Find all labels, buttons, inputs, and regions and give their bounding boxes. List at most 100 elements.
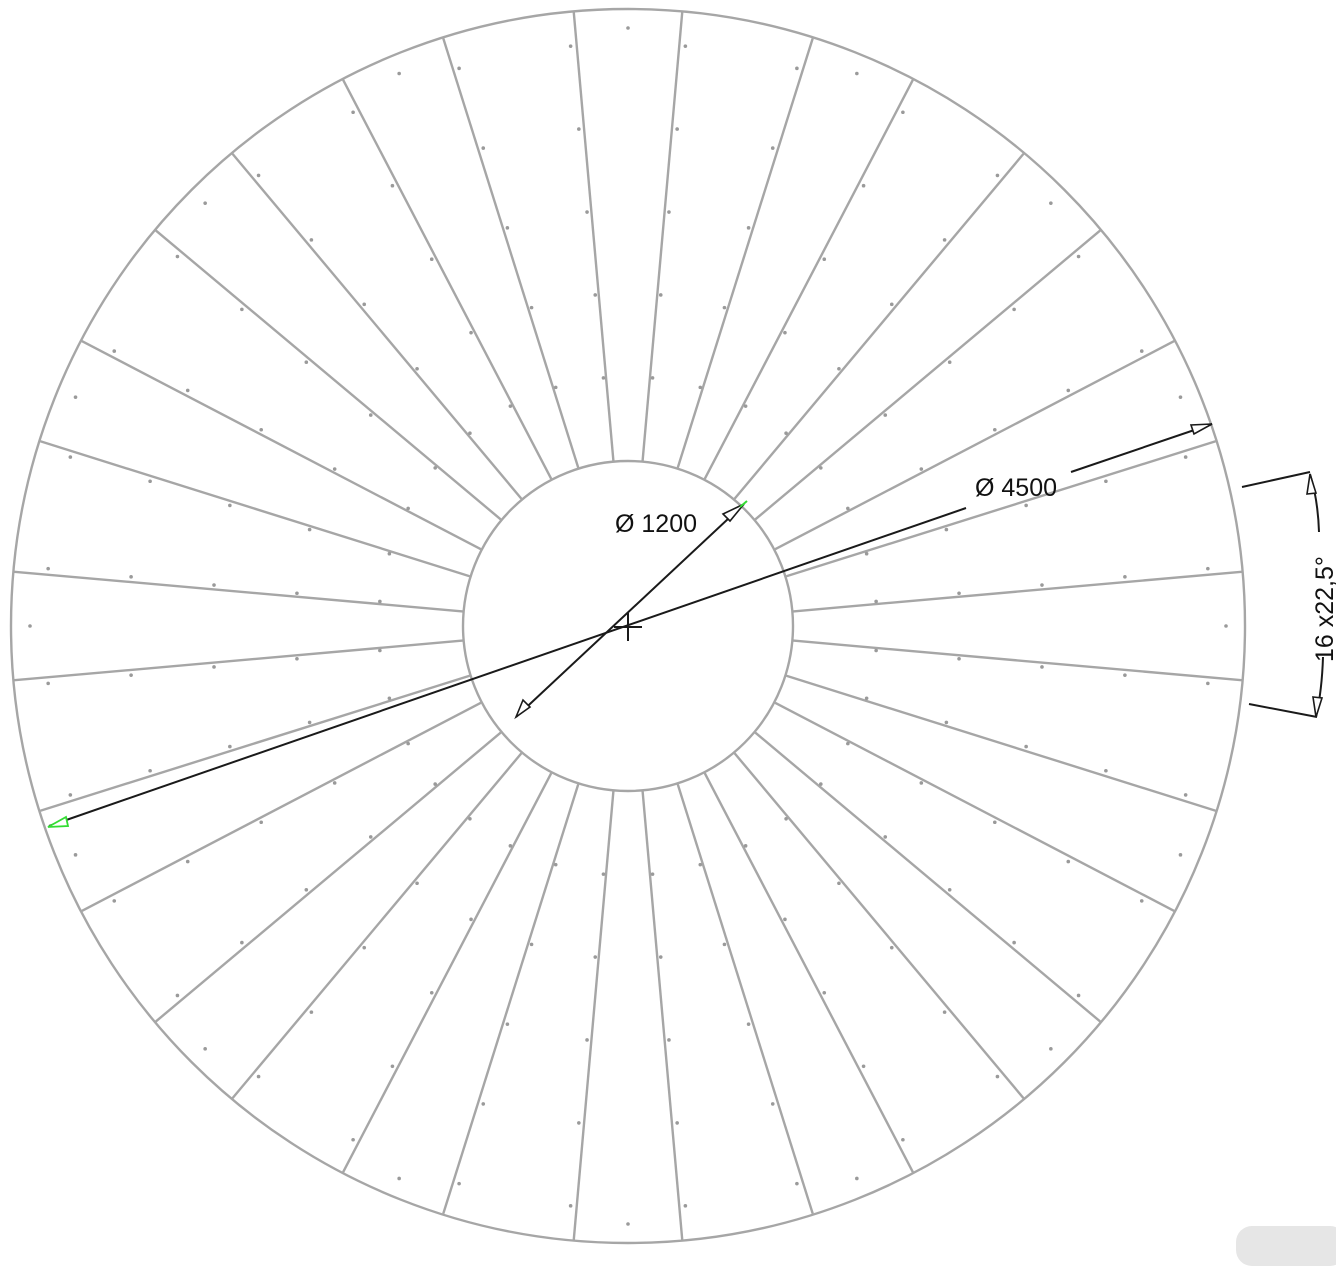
spoke-line[interactable] [676, 784, 814, 1215]
spoke-dot [529, 942, 534, 947]
spoke-line[interactable] [703, 772, 914, 1173]
spoke-dot [307, 527, 312, 532]
spoke-line[interactable] [733, 153, 1025, 500]
spoke-line[interactable] [14, 639, 463, 682]
spoke-dot [228, 744, 232, 749]
spoke-dot [585, 1038, 589, 1042]
angular-arrow-bottom[interactable] [1312, 696, 1324, 718]
spoke-dot [822, 990, 827, 995]
angular-arrow-top[interactable] [1306, 473, 1318, 495]
spoke-dot [683, 1204, 688, 1208]
spoke-dot [332, 467, 337, 471]
spoke-dot [457, 1181, 461, 1186]
spoke-line[interactable] [786, 674, 1217, 812]
outer-diameter-line-a[interactable] [48, 507, 967, 827]
spoke-line[interactable] [754, 731, 1101, 1023]
inner-diameter-selection-mark [739, 500, 748, 508]
spoke-dot [746, 226, 751, 230]
spoke-line[interactable] [641, 12, 684, 461]
spoke-dot [68, 793, 73, 797]
spoke-dot [433, 782, 437, 786]
inner-diameter-label[interactable]: Ø 1200 [615, 510, 697, 538]
spoke-dot [468, 431, 472, 435]
outer-diameter-arrow-start-selected[interactable] [47, 815, 70, 828]
spoke-dot [1024, 503, 1028, 508]
spoke-dot [429, 257, 434, 262]
rim-dot [626, 26, 630, 30]
spoke-dot [508, 404, 513, 408]
spoke-dot [1206, 566, 1210, 571]
spoke-line[interactable] [641, 791, 684, 1240]
spoke-dot [585, 210, 589, 214]
spoke-dot [944, 527, 949, 532]
spoke-line[interactable] [39, 440, 470, 578]
spoke-dot [390, 183, 395, 188]
spoke-dot [212, 583, 216, 587]
spoke-line[interactable] [733, 752, 1025, 1099]
angular-extension-line-bottom [1248, 703, 1318, 718]
spoke-line[interactable] [774, 340, 1175, 551]
inner-diameter-line[interactable] [515, 503, 745, 718]
spoke-dot [944, 720, 949, 725]
spoke-dot [185, 859, 190, 864]
spoke-dot [883, 413, 888, 417]
spoke-dot [175, 254, 180, 259]
spoke-dot [675, 127, 679, 131]
spoke-dot [351, 1137, 355, 1142]
spoke-dot [295, 656, 299, 661]
spoke-line[interactable] [81, 340, 482, 551]
spoke-line[interactable] [442, 784, 580, 1215]
spoke-dot [1123, 673, 1127, 677]
spoke-line[interactable] [572, 12, 615, 461]
outer-diameter-label[interactable]: Ø 4500 [975, 474, 1057, 502]
spoke-line[interactable] [774, 701, 1175, 912]
corner-tab[interactable] [1236, 1226, 1336, 1266]
spoke-dot [650, 872, 655, 876]
rim-dot [1224, 624, 1228, 628]
spoke-line[interactable] [39, 674, 470, 812]
spoke-line[interactable] [786, 440, 1217, 578]
outer-diameter-arrow-end[interactable] [1189, 423, 1213, 436]
spoke-dot [240, 940, 244, 945]
spoke-dot [698, 862, 703, 867]
inner-diameter-arrow-start[interactable] [514, 698, 532, 720]
spoke-dot [743, 404, 748, 408]
outer-circle[interactable] [9, 7, 1247, 1245]
spoke-dot [68, 455, 73, 459]
spoke-line[interactable] [231, 153, 523, 500]
inner-circle[interactable] [461, 459, 795, 793]
spoke-line[interactable] [572, 791, 615, 1240]
spoke-line[interactable] [231, 752, 523, 1099]
angular-dimension-label[interactable]: 16 x22,5° [1311, 556, 1336, 662]
spoke-line[interactable] [155, 731, 502, 1023]
spoke-line[interactable] [793, 639, 1242, 682]
spoke-dot [148, 479, 152, 484]
spoke-dot [481, 146, 486, 150]
spoke-line[interactable] [442, 37, 580, 468]
spoke-line[interactable] [81, 701, 482, 912]
spoke-dot [683, 44, 688, 48]
spoke-dot [667, 1038, 671, 1042]
spoke-line[interactable] [342, 79, 553, 480]
spoke-line[interactable] [793, 570, 1242, 613]
spoke-dot [601, 376, 606, 380]
spoke-dot [577, 127, 581, 131]
inner-diameter-arrow-end[interactable] [721, 503, 745, 523]
spoke-dot [568, 44, 573, 48]
spoke-dot [919, 781, 924, 785]
outer-diameter-line-b[interactable] [1070, 423, 1213, 473]
spoke-line[interactable] [14, 570, 463, 613]
spoke-line[interactable] [676, 37, 814, 468]
spoke-dot [770, 1102, 775, 1106]
spoke-dot [864, 551, 869, 556]
spoke-dot [406, 741, 410, 746]
spoke-dot [675, 1121, 679, 1125]
spoke-line[interactable] [703, 79, 914, 480]
spoke-dot [650, 376, 655, 380]
spoke-dot [783, 330, 787, 335]
spoke-dot [601, 872, 606, 876]
spoke-line[interactable] [155, 229, 502, 521]
spoke-line[interactable] [342, 772, 553, 1173]
spoke-line[interactable] [754, 229, 1101, 521]
